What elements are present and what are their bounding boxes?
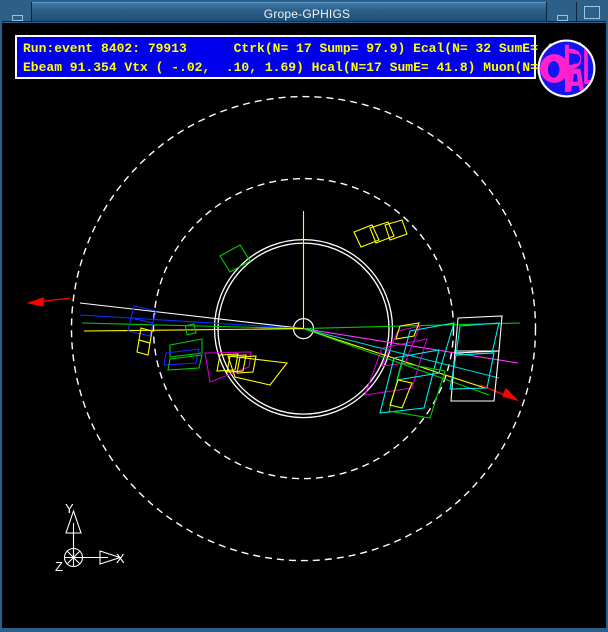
svg-text:Y: Y (65, 501, 74, 516)
svg-text:Z: Z (55, 559, 63, 574)
svg-text:X: X (116, 551, 125, 566)
